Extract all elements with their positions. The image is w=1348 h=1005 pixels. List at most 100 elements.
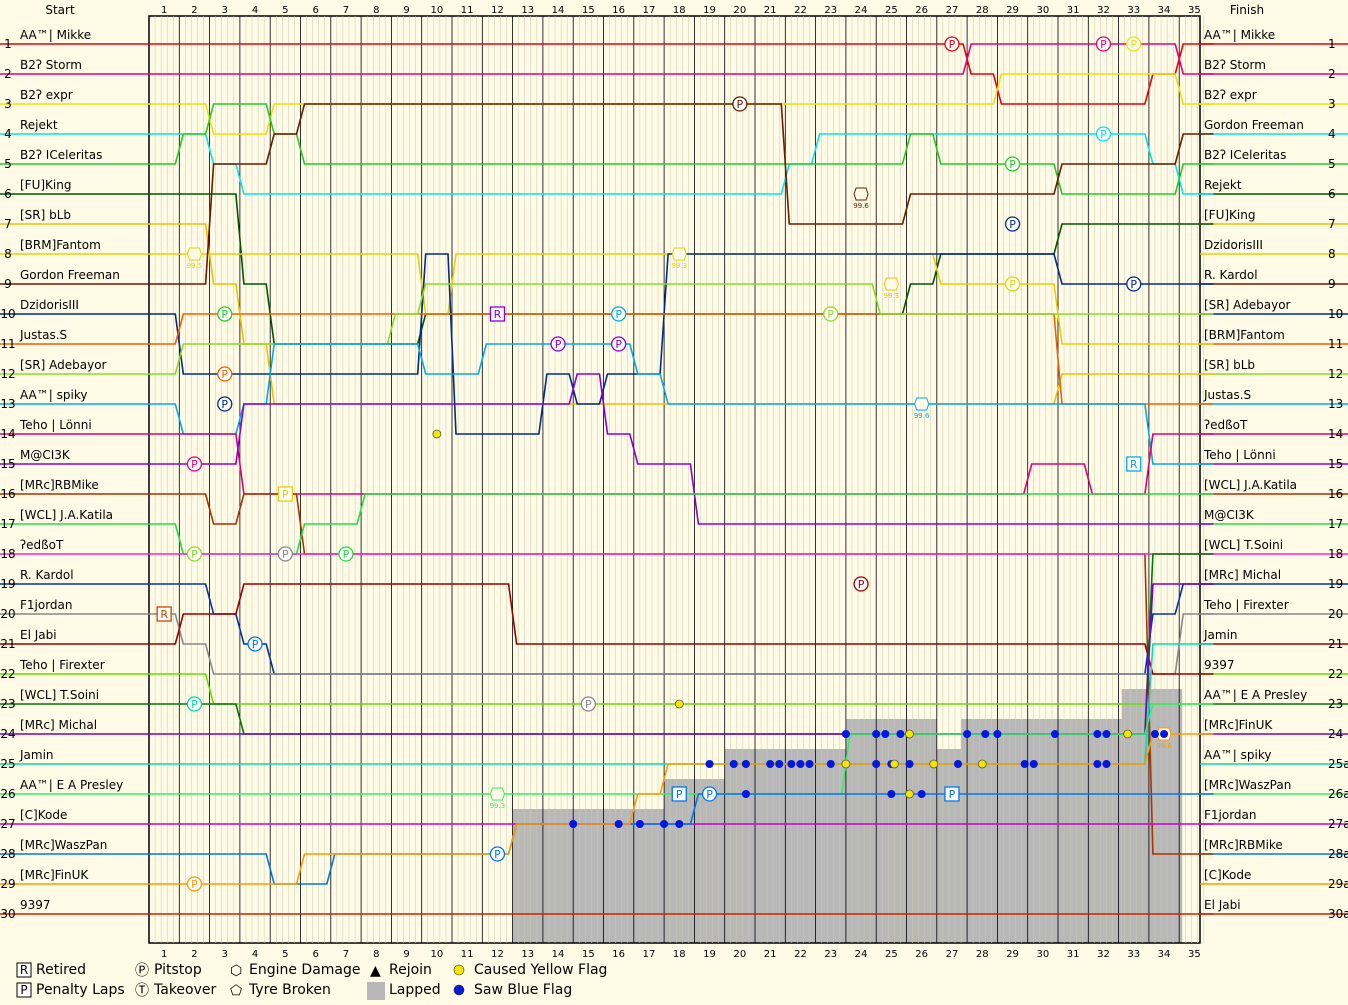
pitstop-marker-letter: P — [827, 308, 834, 321]
engine-damage-marker — [671, 247, 687, 261]
lap-axis: 1122334455667788991010111112121313141415… — [161, 5, 1201, 960]
start-position-number: 13 — [0, 397, 15, 411]
finish-position-number: 29a — [1328, 877, 1348, 891]
finish-position-number: 15 — [1328, 457, 1343, 471]
pitstop-marker — [1004, 216, 1021, 232]
finish-position-number: 12 — [1328, 367, 1343, 381]
lap-tick-bottom: 18 — [673, 949, 686, 960]
yellow-flag-dot — [905, 789, 914, 799]
blue-flag-dot — [729, 760, 738, 768]
pitstop-marker-letter: P — [1009, 218, 1016, 231]
lap-tick-bottom: 20 — [733, 949, 746, 960]
blue-flag-dot — [1102, 760, 1111, 768]
blue-flag-dot — [775, 760, 784, 768]
penalty-marker-letter: P — [282, 488, 289, 501]
finish-driver-name: Rejekt — [1204, 178, 1242, 192]
pitstop-marker-letter: P — [191, 548, 198, 561]
blue-flag-dot — [981, 730, 990, 738]
start-position-number: 10 — [0, 307, 15, 321]
start-position-number: 16 — [0, 487, 15, 501]
start-position-number: 20 — [0, 607, 15, 621]
start-driver-name: El Jabi — [20, 628, 57, 642]
yellow-flag-dot — [674, 699, 684, 709]
start-position-number: 14 — [0, 427, 15, 441]
lap-tick-bottom: 19 — [703, 949, 716, 960]
pitstop-marker — [338, 546, 354, 562]
start-driver-name: B2ʔ Storm — [20, 58, 82, 72]
start-driver-name: [MRc] Michal — [20, 718, 97, 732]
start-driver-name: [WCL] J.A.Katila — [20, 508, 113, 522]
pitstop-marker — [853, 576, 869, 592]
start-position-number: 25 — [0, 757, 15, 771]
lap-tick-top: 25 — [885, 5, 898, 16]
engine-damage-label: 99.3 — [671, 262, 687, 270]
pitstop-marker-letter: P — [706, 788, 713, 801]
pitstop-marker-letter: P — [1100, 38, 1107, 51]
lap-tick-bottom: 23 — [824, 949, 837, 960]
penalty-marker — [277, 486, 294, 502]
pitstop-marker — [186, 456, 203, 472]
start-driver-name: [FU]King — [20, 178, 71, 192]
blue-flag-dot — [741, 760, 750, 768]
start-position-number: 5 — [4, 157, 12, 171]
lap-tick-top: 22 — [794, 5, 807, 16]
retired-marker-letter: R — [160, 608, 168, 621]
lap-tick-bottom: 34 — [1158, 949, 1171, 960]
lap-tick-bottom: 10 — [430, 949, 443, 960]
blue-flag-dot — [787, 760, 796, 768]
pitstop-marker-letter: P — [221, 308, 228, 321]
finish-driver-name: R. Kardol — [1204, 268, 1258, 282]
legend-dot-icon — [453, 964, 465, 976]
lap-tick-bottom: 27 — [946, 949, 959, 960]
blue-flag-dot — [675, 820, 684, 828]
header-start: Start — [45, 3, 75, 17]
legend-label: Lapped — [389, 982, 441, 998]
lap-tick-top: 15 — [582, 5, 595, 16]
pitstop-marker-letter: P — [252, 638, 259, 651]
finish-driver-name: ʔedßoT — [1204, 418, 1248, 432]
lap-tick-top: 34 — [1158, 5, 1171, 16]
trace-3 — [149, 133, 1214, 195]
legend-label: Takeover — [153, 982, 216, 998]
lap-tick-top: 31 — [1067, 5, 1080, 16]
retired-marker-letter: R — [494, 308, 502, 321]
retired-marker — [1126, 456, 1142, 472]
finish-position-number: 19 — [1328, 577, 1343, 591]
pitstop-marker-letter: P — [1009, 278, 1016, 291]
pitstop-marker — [1126, 36, 1142, 52]
pitstop-marker — [186, 546, 203, 562]
pitstop-marker — [489, 846, 506, 862]
legend-symbol: Ⓟ — [135, 963, 149, 979]
lap-tick-top: 29 — [1006, 5, 1019, 16]
start-driver-name: [BRM]Fantom — [20, 238, 101, 252]
pitstop-marker-letter: P — [615, 308, 622, 321]
legend-box-icon — [16, 962, 32, 978]
finish-position-number: 5 — [1328, 157, 1336, 171]
lap-tick-bottom: 22 — [794, 949, 807, 960]
pitstop-marker-letter: P — [1009, 158, 1016, 171]
blue-flag-dot — [917, 790, 926, 798]
lap-tick-bottom: 6 — [312, 949, 318, 960]
finish-driver-name: [MRc]WaszPan — [1204, 778, 1291, 792]
finish-driver-name: DzidorisIII — [1204, 238, 1263, 252]
start-driver-name: AA™| Mikke — [20, 28, 91, 42]
finish-driver-name: M@CI3K — [1204, 508, 1255, 522]
lap-tick-bottom: 12 — [491, 949, 504, 960]
retired-marker — [489, 306, 506, 322]
blue-flag-dot — [872, 760, 881, 768]
engine-damage-label: 99.6 — [853, 202, 869, 210]
header-finish: Finish — [1230, 3, 1264, 17]
finish-driver-name: AA™| Mikke — [1204, 28, 1275, 42]
blue-flag-dot — [741, 790, 750, 798]
trace-20 — [149, 583, 1214, 675]
blue-flag-dot — [635, 820, 644, 828]
legend-label: Penalty Laps — [36, 982, 125, 998]
lap-tick-bottom: 14 — [552, 949, 565, 960]
legend-symbol: ▲ — [370, 963, 381, 979]
trace-0 — [149, 43, 1214, 105]
blue-flag-dot — [796, 760, 805, 768]
lap-tick-bottom: 4 — [252, 949, 258, 960]
lap-tick-bottom: 5 — [282, 949, 288, 960]
finish-position-number: 27a — [1328, 817, 1348, 831]
